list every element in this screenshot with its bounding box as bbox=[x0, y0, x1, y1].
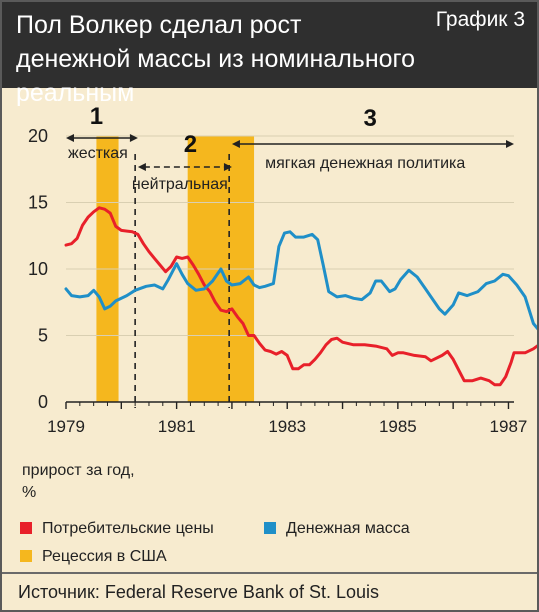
y-axis-unit-line-2: % bbox=[22, 484, 37, 501]
legend-swatch-cpi bbox=[20, 522, 32, 534]
phase-number-3: 3 bbox=[364, 105, 377, 132]
y-axis-unit-line-1: прирост за год, bbox=[22, 462, 135, 479]
phase-arrowhead-right-1 bbox=[129, 134, 138, 142]
legend-item-recession: Рецессия в США bbox=[20, 548, 167, 566]
chart-number-label: График 3 bbox=[435, 8, 525, 31]
x-tick-label-1985: 1985 bbox=[379, 417, 417, 436]
chart-plot: жесткая 1 нейтральная 2 мягкая денежная поли… bbox=[28, 103, 537, 436]
y-tick-label-5: 5 bbox=[38, 326, 48, 346]
phase-number-1: 1 bbox=[90, 103, 103, 130]
phase-arrowhead-left-2 bbox=[137, 163, 146, 171]
legend-label-recession: Рецессия в США bbox=[42, 548, 167, 565]
phase-label-2: нейтральная bbox=[132, 176, 228, 193]
phase-label-3: мягкая денежная политика bbox=[265, 155, 465, 172]
legend-swatch-money-supply bbox=[264, 522, 276, 534]
y-tick-label-20: 20 bbox=[28, 126, 48, 146]
y-tick-label-10: 10 bbox=[28, 259, 48, 279]
source-footer: Источник: Federal Reserve Bank of St. Lo… bbox=[2, 572, 537, 610]
phase-arrowhead-right-2 bbox=[223, 163, 232, 171]
legend-swatch-recession bbox=[20, 550, 32, 562]
legend-label-cpi: Потребительские цены bbox=[42, 520, 214, 537]
legend-item-cpi: Потребительские цены bbox=[20, 520, 214, 538]
series-line-money-supply bbox=[64, 230, 537, 331]
x-tick-label-1983: 1983 bbox=[268, 417, 306, 436]
series-line-cpi bbox=[64, 206, 537, 387]
x-tick-label-1981: 1981 bbox=[158, 417, 196, 436]
x-tick-label-1979: 1979 bbox=[47, 417, 85, 436]
chart-title: Пол Волкер сделал рост денежной массы из… bbox=[16, 11, 416, 107]
legend-item-money-supply: Денежная масса bbox=[264, 520, 410, 538]
legend-label-money-supply: Денежная масса bbox=[286, 520, 410, 537]
phase-arrowhead-left-1 bbox=[66, 134, 74, 142]
header-bar: Пол Волкер сделал рост денежной массы из… bbox=[2, 2, 537, 107]
phase-number-2: 2 bbox=[184, 131, 197, 158]
y-tick-label-15: 15 bbox=[28, 193, 48, 213]
x-tick-label-1987: 1987 bbox=[490, 417, 528, 436]
y-tick-label-0: 0 bbox=[38, 392, 48, 412]
y-axis-unit-label: прирост за год, % bbox=[22, 460, 222, 504]
phase-arrowhead-left-3 bbox=[231, 140, 240, 148]
phase-arrowhead-right-3 bbox=[506, 140, 514, 148]
source-text: Источник: Federal Reserve Bank of St. Lo… bbox=[18, 582, 379, 602]
phase-label-1: жесткая bbox=[68, 145, 128, 162]
